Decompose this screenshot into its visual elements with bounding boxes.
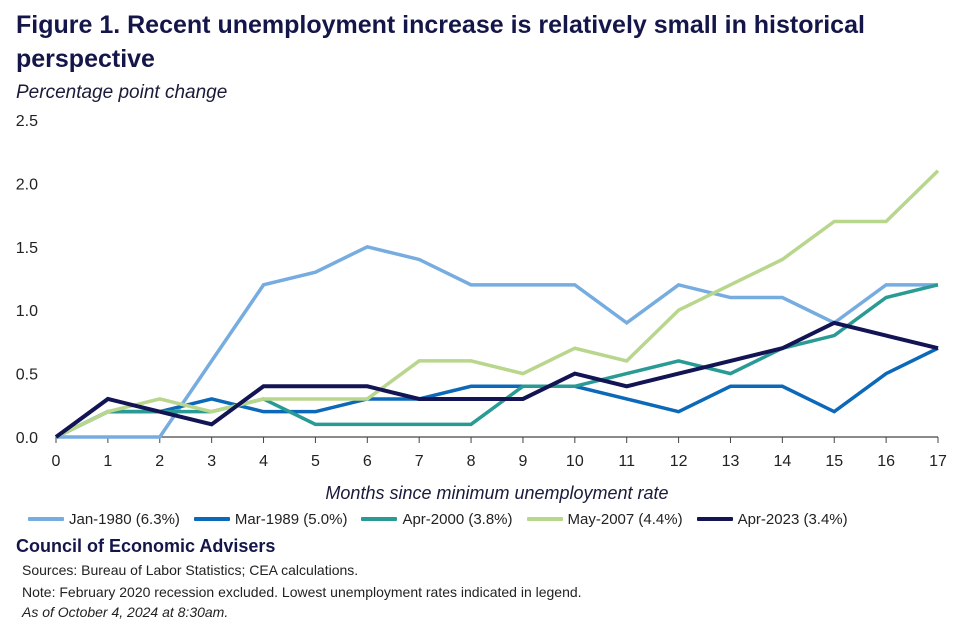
source-organization: Council of Economic Advisers bbox=[16, 536, 276, 556]
x-tick-label: 17 bbox=[929, 453, 947, 470]
x-tick-label: 13 bbox=[722, 453, 740, 470]
x-tick-label: 5 bbox=[311, 453, 320, 470]
legend-label: May-2007 (4.4%) bbox=[567, 510, 683, 528]
footnote: Note: February 2020 recession excluded. … bbox=[22, 584, 582, 600]
x-tick-label: 9 bbox=[518, 453, 527, 470]
y-tick-label: 0.5 bbox=[16, 367, 38, 384]
series-line-jan-1980 bbox=[56, 244, 938, 439]
y-axis: 0.0 0.5 1.0 1.5 2.0 2.5 bbox=[16, 113, 38, 447]
y-tick-label: 2.0 bbox=[16, 176, 38, 193]
x-tick-label: 4 bbox=[259, 453, 268, 470]
y-tick-label: 1.0 bbox=[16, 303, 38, 320]
chart-subtitle: Percentage point change bbox=[16, 82, 228, 103]
x-tick-label: 15 bbox=[825, 453, 843, 470]
legend-item: Mar-1989 (5.0%) bbox=[193, 510, 348, 528]
chart-legend: Jan-1980 (6.3%) Mar-1989 (5.0%) Apr-2000 (… bbox=[28, 508, 968, 530]
legend-swatch bbox=[696, 517, 733, 521]
legend-swatch bbox=[361, 517, 398, 521]
series-layer bbox=[54, 169, 940, 439]
legend-label: Jan-1980 (6.3%) bbox=[69, 510, 180, 528]
sources-note: Sources: Bureau of Labor Statistics; CEA… bbox=[22, 562, 359, 578]
as-of-date: As of October 4, 2024 at 8:30am. bbox=[22, 604, 229, 620]
legend-item: Apr-2023 (3.4%) bbox=[696, 510, 848, 528]
chart-title: Figure 1. Recent unemployment increase i… bbox=[16, 11, 865, 73]
legend-item: May-2007 (4.4%) bbox=[526, 510, 683, 528]
x-tick-label: 11 bbox=[618, 453, 635, 470]
legend-swatch bbox=[28, 517, 64, 521]
x-tick-label: 6 bbox=[363, 453, 372, 470]
legend-label: Apr-2000 (3.8%) bbox=[402, 510, 513, 528]
x-tick-label: 14 bbox=[773, 453, 791, 470]
x-tick-label: 3 bbox=[207, 453, 216, 470]
legend-item: Apr-2000 (3.8%) bbox=[361, 510, 513, 528]
legend-item: Jan-1980 (6.3%) bbox=[28, 511, 180, 528]
series-line-may-2007 bbox=[55, 169, 940, 439]
y-tick-label: 0.0 bbox=[16, 430, 38, 447]
legend-swatch bbox=[193, 517, 230, 521]
x-axis: 0 1 2 3 4 5 6 7 8 9 10 11 12 13 14 15 16 17 bbox=[52, 436, 947, 470]
legend-swatch bbox=[526, 517, 563, 521]
legend-label: Mar-1989 (5.0%) bbox=[234, 510, 348, 528]
x-tick-label: 2 bbox=[155, 453, 164, 470]
x-tick-label: 10 bbox=[566, 453, 584, 470]
x-tick-label: 16 bbox=[877, 453, 895, 470]
x-tick-label: 8 bbox=[467, 453, 476, 470]
y-tick-label: 1.5 bbox=[16, 240, 38, 257]
x-tick-label: 0 bbox=[52, 453, 61, 470]
x-tick-label: 7 bbox=[415, 453, 424, 470]
x-tick-label: 1 bbox=[103, 453, 112, 470]
legend-label: Apr-2023 (3.4%) bbox=[737, 510, 848, 528]
series-line-mar-1989 bbox=[55, 346, 939, 439]
x-axis-label: Months since minimum unemployment rate bbox=[325, 483, 668, 503]
y-tick-label: 2.5 bbox=[16, 113, 38, 130]
x-tick-label: 12 bbox=[670, 453, 688, 470]
series-line-apr-2023 bbox=[54, 320, 939, 439]
